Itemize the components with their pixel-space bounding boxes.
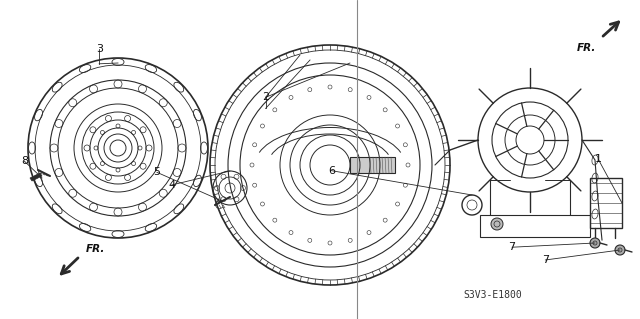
Text: 8: 8 [20, 156, 28, 166]
Text: 4: 4 [168, 180, 175, 190]
Bar [590, 178, 622, 228]
Text: S3V3-E1800: S3V3-E1800 [463, 290, 522, 300]
Circle shape [491, 218, 503, 230]
Text: 7: 7 [541, 255, 549, 265]
Polygon shape [30, 173, 42, 181]
Text: 5: 5 [154, 167, 160, 177]
Text: FR.: FR. [577, 43, 596, 53]
Text: 6: 6 [328, 166, 335, 176]
Bar [480, 215, 590, 237]
Text: 7: 7 [508, 242, 516, 252]
Circle shape [590, 238, 600, 248]
Bar [350, 157, 395, 173]
Text: 3: 3 [96, 44, 102, 55]
Text: 2: 2 [262, 92, 269, 102]
Text: 1: 1 [595, 154, 602, 165]
Circle shape [615, 245, 625, 255]
Text: FR.: FR. [86, 244, 106, 254]
